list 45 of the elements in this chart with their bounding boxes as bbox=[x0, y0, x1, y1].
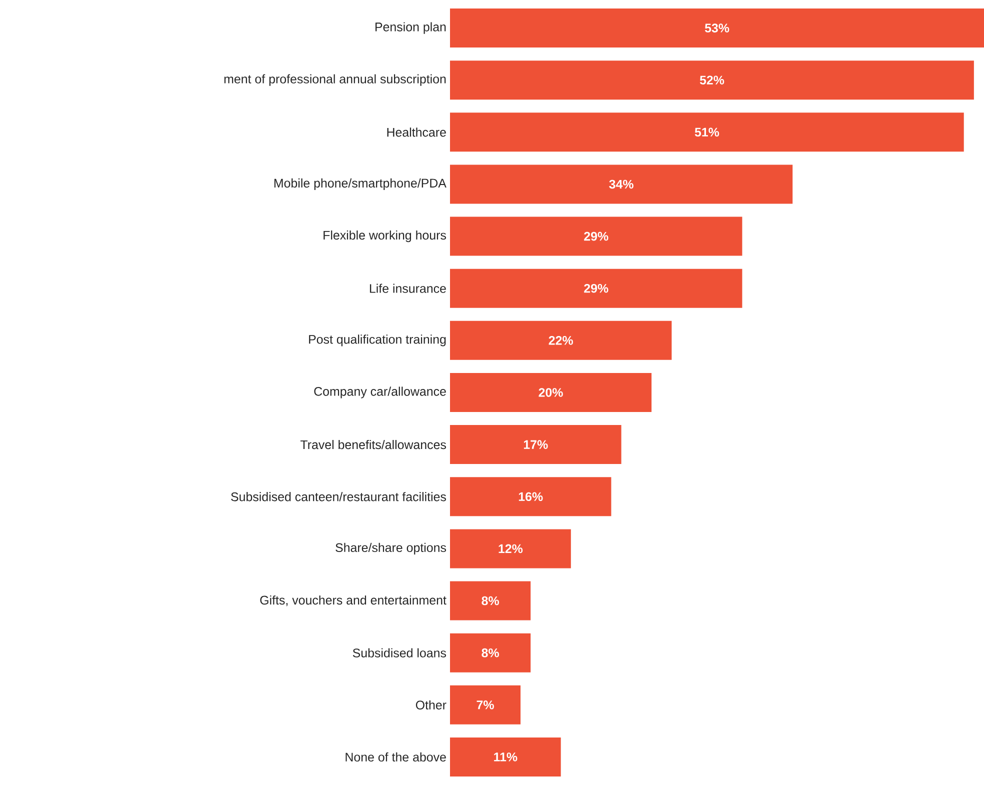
data-label: 22% bbox=[548, 336, 573, 345]
data-label: 52% bbox=[700, 76, 724, 85]
data-label: 17% bbox=[524, 440, 548, 449]
data-label: 51% bbox=[694, 128, 720, 137]
data-label: 16% bbox=[518, 492, 543, 502]
data-label: 11% bbox=[494, 752, 518, 762]
y-tick-label: Company car/allowance bbox=[314, 386, 446, 398]
data-label: 34% bbox=[609, 180, 634, 189]
data-label: 7% bbox=[476, 700, 494, 710]
y-tick-label: None of the above bbox=[346, 752, 446, 762]
y-tick-label: Other bbox=[416, 700, 446, 710]
bar bbox=[450, 477, 612, 516]
bar bbox=[450, 737, 561, 776]
y-tick-label: Flexible working hours bbox=[324, 230, 446, 242]
bar bbox=[450, 425, 622, 464]
bar bbox=[450, 112, 964, 152]
bar bbox=[450, 320, 672, 360]
y-tick-label: Healthcare bbox=[387, 128, 446, 137]
bar bbox=[450, 685, 521, 724]
y-tick-label: Travel benefits/allowances bbox=[300, 440, 446, 450]
y-tick-label: Subsidised canteen/restaurant facilities bbox=[231, 492, 446, 502]
bar bbox=[450, 633, 531, 672]
data-label: 12% bbox=[498, 544, 523, 554]
data-label: 8% bbox=[482, 596, 499, 606]
y-tick-label: Mobile phone/smartphone/PDA bbox=[274, 178, 446, 190]
bar bbox=[450, 60, 974, 100]
bar bbox=[450, 268, 742, 308]
y-tick-label: Share/share options bbox=[336, 542, 446, 554]
bar bbox=[450, 8, 984, 48]
data-label: 20% bbox=[538, 388, 563, 397]
bar bbox=[450, 164, 793, 204]
y-tick-label: Life insurance bbox=[370, 284, 446, 293]
bar bbox=[450, 529, 571, 568]
y-tick-label: ment of professional annual subscription bbox=[224, 74, 446, 86]
data-label: 8% bbox=[482, 648, 499, 658]
y-tick-label: Pension plan bbox=[375, 22, 446, 34]
y-tick-label: Post qualification training bbox=[309, 334, 446, 346]
y-tick-label: Gifts, vouchers and entertainment bbox=[260, 595, 446, 606]
bar bbox=[450, 216, 742, 256]
bar bbox=[450, 581, 531, 620]
y-tick-label: Subsidised loans bbox=[352, 648, 446, 658]
data-label: 29% bbox=[584, 232, 608, 241]
data-label: 53% bbox=[704, 24, 730, 32]
bar bbox=[450, 372, 652, 412]
data-label: 29% bbox=[584, 284, 608, 293]
